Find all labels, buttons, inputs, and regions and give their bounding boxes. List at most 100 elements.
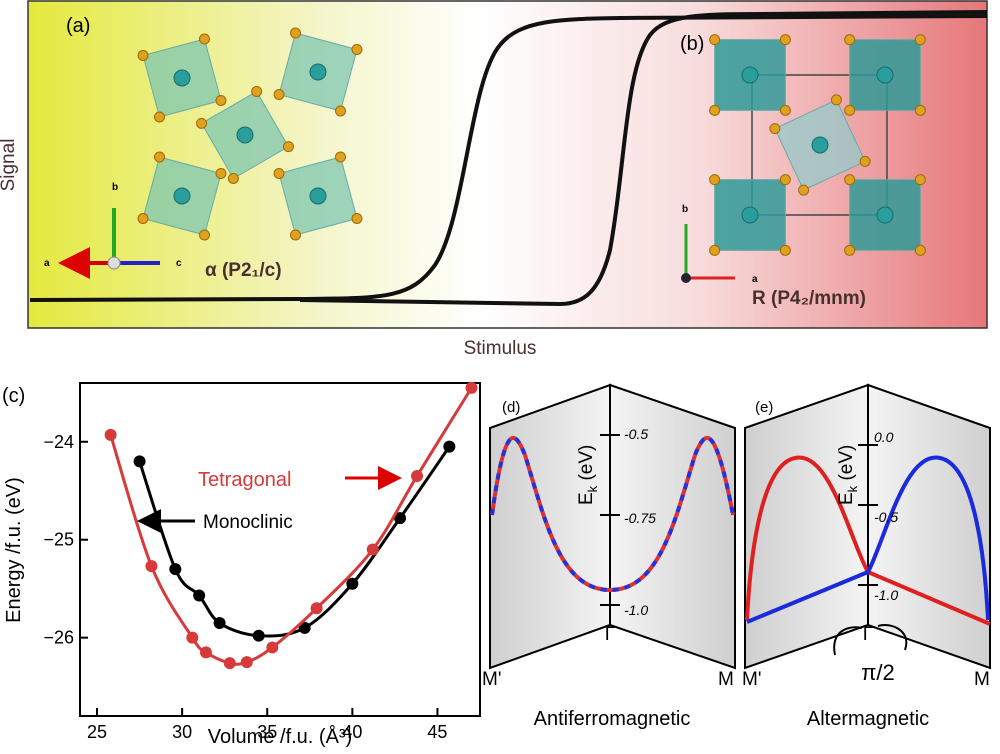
oxygen-atom bbox=[779, 104, 791, 116]
rotation-arrow bbox=[833, 624, 908, 656]
x-tick-label: 30 bbox=[172, 722, 192, 742]
gamma-label: Γ bbox=[863, 624, 873, 645]
oxygen-atom bbox=[830, 94, 842, 106]
k-label: M' bbox=[482, 669, 501, 690]
k-label: M' bbox=[742, 669, 761, 690]
oxygen-atom bbox=[199, 229, 210, 241]
gamma-label: Γ bbox=[605, 624, 615, 645]
phase-label: α (P2₁/c) bbox=[205, 260, 282, 281]
metal-atom bbox=[309, 187, 327, 205]
oxygen-atom bbox=[215, 95, 227, 106]
metal-atom bbox=[811, 136, 829, 154]
energy-axis-label: Ek (eV) bbox=[576, 445, 600, 505]
oxygen-atom bbox=[779, 174, 791, 186]
axis-origin bbox=[681, 273, 691, 283]
panel-label: (d) bbox=[502, 399, 520, 416]
e-main: E bbox=[576, 492, 597, 505]
axis-letter: b bbox=[682, 204, 688, 215]
oxygen-atom bbox=[154, 111, 165, 123]
metal-atom bbox=[236, 126, 254, 144]
oxygen-atom bbox=[844, 104, 856, 116]
oxygen-atom bbox=[859, 155, 871, 167]
oxygen-atom bbox=[227, 172, 239, 184]
tick-label: -1.0 bbox=[624, 602, 648, 618]
oxygen-atom bbox=[273, 168, 285, 179]
angle-label: π/2 bbox=[861, 660, 895, 685]
panel-label: (a) bbox=[66, 15, 90, 37]
crystal-structures bbox=[137, 27, 926, 256]
series-label: Monoclinic bbox=[203, 512, 293, 533]
axis-letter: a bbox=[44, 258, 50, 269]
panel-title: Antiferromagnetic bbox=[534, 708, 691, 730]
oxygen-atom bbox=[844, 174, 856, 186]
y-tick-label: −26 bbox=[43, 628, 74, 648]
k-label: M bbox=[718, 669, 734, 690]
oxygen-atom bbox=[290, 229, 301, 241]
k-label: M bbox=[974, 669, 990, 690]
metal-atom bbox=[173, 187, 191, 205]
metal-atom bbox=[173, 69, 191, 87]
x-tick-label: 35 bbox=[257, 722, 277, 742]
signal-label: Signal bbox=[0, 139, 19, 192]
tick-label: -1.0 bbox=[874, 587, 898, 603]
oxygen-atom bbox=[335, 151, 346, 163]
panel-label: (e) bbox=[755, 399, 773, 416]
e-unit: (eV) bbox=[576, 445, 597, 486]
plot-frame bbox=[79, 382, 481, 717]
tick-label: -0.5 bbox=[624, 426, 648, 442]
x-tick-label: 25 bbox=[87, 722, 107, 742]
oxygen-atom bbox=[914, 104, 926, 116]
unit-cell bbox=[751, 74, 888, 216]
data-point bbox=[133, 455, 146, 468]
metal-atom bbox=[876, 206, 894, 224]
metal-atom bbox=[309, 63, 327, 81]
stimulus-label: Stimulus bbox=[464, 338, 537, 359]
y-tick-label: −24 bbox=[43, 432, 74, 452]
oxygen-atom bbox=[798, 184, 810, 196]
data-point bbox=[310, 602, 323, 615]
data-point bbox=[145, 560, 158, 573]
data-point bbox=[366, 543, 379, 556]
data-point bbox=[213, 616, 226, 629]
data-point bbox=[298, 621, 311, 634]
oxygen-atom bbox=[137, 213, 149, 224]
data-point bbox=[240, 656, 253, 669]
hysteresis-curve bbox=[29, 14, 988, 302]
wing bbox=[489, 383, 611, 670]
wing bbox=[867, 383, 991, 670]
x-tick-label: 45 bbox=[427, 722, 447, 742]
panel-label: (b) bbox=[680, 33, 704, 55]
band bbox=[745, 455, 991, 626]
band bbox=[746, 455, 990, 624]
metal-atom bbox=[876, 66, 894, 84]
oxygen-atom bbox=[196, 117, 208, 129]
energy-axis-label: Ek (eV) bbox=[836, 445, 860, 505]
tick-label: 0.0 bbox=[874, 429, 894, 445]
tick-label: -0.75 bbox=[624, 510, 656, 526]
data-point bbox=[186, 631, 199, 644]
data-point bbox=[346, 577, 359, 590]
e-main: E bbox=[836, 492, 857, 505]
series-label: Tetragonal bbox=[198, 469, 291, 491]
axis-origin bbox=[107, 256, 121, 270]
data-point bbox=[104, 428, 117, 441]
data-point bbox=[169, 563, 182, 576]
y-axis-label: Energy /f.u. (eV) bbox=[3, 477, 25, 623]
oxygen-atom bbox=[709, 174, 721, 186]
data-point bbox=[443, 440, 456, 453]
band-panel: (d) Ek (eV) -0.5 -0.75 -1.0 Γ M' M Antif… bbox=[482, 383, 736, 730]
oxygen-atom bbox=[282, 141, 294, 153]
data-point bbox=[411, 470, 424, 483]
data-point bbox=[266, 641, 279, 654]
data-point bbox=[394, 512, 406, 525]
oxygen-atom bbox=[251, 86, 263, 98]
oxygen-atom bbox=[351, 213, 363, 224]
oxygen-atom bbox=[273, 89, 285, 100]
e-sub: k bbox=[845, 485, 860, 492]
metal-atom bbox=[741, 206, 759, 224]
oxygen-atom bbox=[844, 34, 856, 46]
axis-letter: b bbox=[112, 182, 118, 193]
oxygen-atom bbox=[154, 151, 165, 163]
x-tick-label: 40 bbox=[342, 722, 362, 742]
